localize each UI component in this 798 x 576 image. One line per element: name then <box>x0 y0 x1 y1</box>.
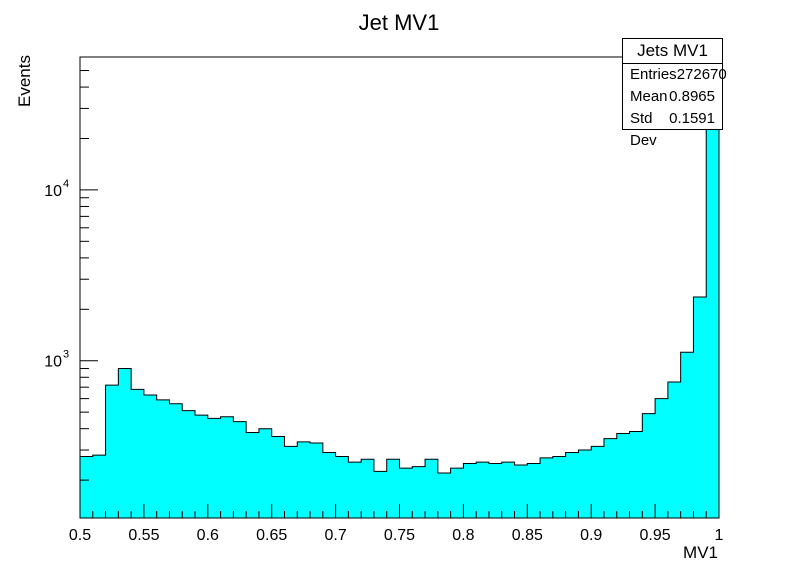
y-tick-label: 10 <box>44 183 62 200</box>
histogram-bar <box>706 87 720 518</box>
histogram-bar <box>540 457 554 518</box>
stats-mean-value: 0.8965 <box>669 88 715 105</box>
histogram-bar <box>399 468 413 518</box>
histogram-bar <box>386 459 400 518</box>
stats-mean-label: Mean <box>630 88 668 105</box>
histogram-bar <box>335 456 349 518</box>
x-tick-label: 0.75 <box>384 527 415 544</box>
histogram-bar <box>642 413 656 518</box>
stats-entries-label: Entries <box>630 66 677 83</box>
x-tick-label: 0.85 <box>512 527 543 544</box>
x-tick-label: 0.55 <box>128 527 159 544</box>
histogram-bar <box>80 456 94 518</box>
y-tick-exponent: 3 <box>63 349 69 361</box>
histogram-bar <box>220 416 234 518</box>
histogram-bar <box>322 452 336 518</box>
histogram-bar <box>603 438 618 518</box>
stats-stddev-value: 0.1591 <box>669 110 715 127</box>
histogram-bar <box>425 459 439 518</box>
x-axis-label: MV1 <box>683 543 718 562</box>
histogram-bar <box>680 352 694 518</box>
histogram-bar <box>655 398 669 518</box>
histogram-bar <box>591 446 605 518</box>
histogram-bar <box>578 450 592 518</box>
y-tick-label: 10 <box>44 354 62 371</box>
stats-row-stddev: Std Dev 0.1591 <box>623 108 722 149</box>
x-tick-label: 0.9 <box>580 527 602 544</box>
histogram-outline <box>80 86 719 474</box>
x-tick-label: 0.7 <box>324 527 346 544</box>
stats-entries-value: 272670 <box>676 66 727 83</box>
y-axis-label: Events <box>15 55 34 107</box>
histogram-bar <box>629 431 643 518</box>
histogram-bar <box>514 465 528 518</box>
histogram-bar <box>476 462 490 518</box>
histogram-bar <box>667 382 682 518</box>
histogram-bar <box>118 368 132 518</box>
histogram-bar <box>143 394 158 518</box>
histogram-bar <box>501 462 515 518</box>
stats-title: Jets MV1 <box>623 39 722 64</box>
histogram-bar <box>92 455 106 518</box>
histogram-bar <box>310 442 324 518</box>
histogram-bar <box>565 452 579 518</box>
stats-row-entries: Entries 272670 <box>623 64 727 86</box>
histogram-bar <box>348 462 362 518</box>
x-tick-label: 0.8 <box>452 527 474 544</box>
histogram-bar <box>361 459 375 518</box>
histogram-bar <box>195 415 209 518</box>
histogram-bar <box>182 410 196 518</box>
chart-title: Jet MV1 <box>359 10 440 35</box>
stats-stddev-label: Std Dev <box>630 110 657 149</box>
histogram-bar <box>297 441 311 518</box>
histogram-bar <box>258 428 273 518</box>
plot-area: 0.5 0.55 0.6 0.65 0.7 0.75 0.8 0.85 0.9 0.95 110 31… <box>44 56 724 544</box>
x-tick-label: 1 <box>715 527 724 544</box>
histogram-bar <box>169 403 183 518</box>
histogram-bar <box>437 473 452 518</box>
stats-row-mean: Mean 0.8965 <box>623 86 722 108</box>
histogram-bar <box>233 421 247 518</box>
x-tick-label: 0.5 <box>69 527 91 544</box>
stats-box: Jets MV1 Entries 272670 Mean 0.8965 Std … <box>622 38 727 149</box>
histogram-bar <box>450 468 464 518</box>
histogram-bar <box>693 297 707 518</box>
x-tick-label: 0.95 <box>640 527 671 544</box>
histogram-bar <box>616 433 630 518</box>
histogram-bar <box>156 399 170 518</box>
histogram-bar <box>373 471 388 518</box>
histogram-bar <box>271 436 285 518</box>
histogram-bar <box>105 385 119 518</box>
histogram-bar <box>284 446 298 518</box>
histogram-bar <box>527 463 541 518</box>
histogram-bar <box>131 389 145 518</box>
histogram-bar <box>552 456 567 518</box>
histogram-bar <box>488 463 503 518</box>
x-tick-label: 0.6 <box>197 527 219 544</box>
histogram-bar <box>412 466 426 518</box>
histogram-bar <box>207 418 221 518</box>
histogram-bar <box>246 432 260 518</box>
histogram-bar <box>463 463 477 518</box>
y-tick-exponent: 4 <box>63 178 69 190</box>
x-tick-label: 0.65 <box>256 527 287 544</box>
